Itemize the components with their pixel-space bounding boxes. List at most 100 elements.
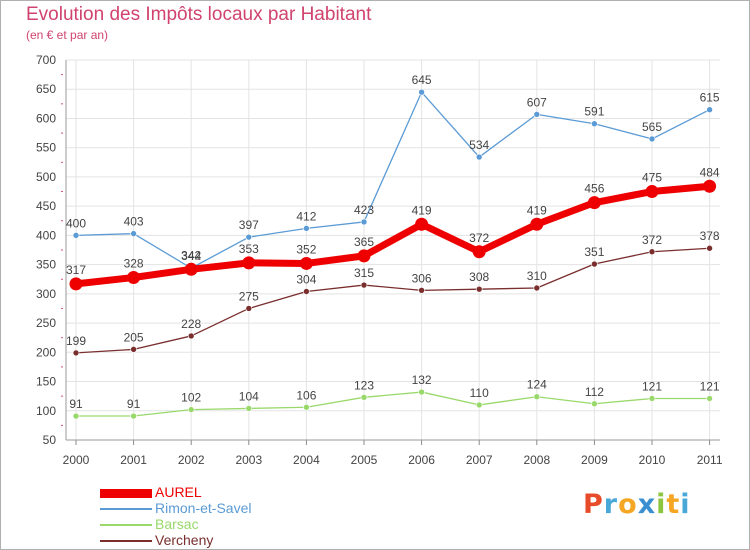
data-point-aurel <box>127 270 141 284</box>
logo-letter: r <box>603 489 619 520</box>
data-label-aurel: 328 <box>124 256 144 270</box>
data-label-vercheny: 275 <box>239 289 259 303</box>
grid-lines <box>66 59 720 441</box>
y-tick-label: 350 <box>36 258 56 272</box>
data-point-aurel <box>472 245 486 259</box>
x-tick-label: 2006 <box>408 453 435 467</box>
data-point-rimon-et-savel <box>475 153 483 161</box>
y-tick-label: 450 <box>36 199 56 213</box>
proxiti-logo: Proxiti <box>583 489 691 520</box>
data-point-vercheny <box>648 248 656 256</box>
x-tick-label: 2005 <box>351 453 378 467</box>
data-label-barsac: 112 <box>585 385 604 399</box>
data-label-aurel: 342 <box>181 248 201 262</box>
data-label-rimon-et-savel: 412 <box>296 209 316 223</box>
series-line-vercheny <box>75 247 710 354</box>
y-tick-label: 50 <box>43 433 57 447</box>
logo-letter: o <box>618 489 638 520</box>
data-point-vercheny <box>303 288 310 295</box>
x-tick-label: 2004 <box>293 453 320 467</box>
data-label-rimon-et-savel: 607 <box>527 95 547 109</box>
data-point-barsac <box>187 406 195 413</box>
data-point-aurel <box>415 217 429 231</box>
data-point-vercheny <box>245 305 253 312</box>
data-label-barsac: 123 <box>354 378 374 392</box>
data-point-rimon-et-savel <box>533 111 541 118</box>
data-point-aurel <box>645 185 659 199</box>
data-point-barsac <box>591 400 598 408</box>
data-point-rimon-et-savel <box>591 120 598 128</box>
series-line-aurel <box>75 182 710 288</box>
logo-letter: t <box>666 489 681 520</box>
data-point-barsac <box>533 393 541 401</box>
data-point-vercheny <box>418 287 425 294</box>
legend-label: Vercheny <box>155 532 214 548</box>
data-label-aurel: 484 <box>700 165 720 179</box>
logo-letter: P <box>583 489 604 520</box>
series-layer <box>69 88 717 420</box>
data-label-vercheny: 199 <box>66 334 86 348</box>
chart-subtitle: (en € et par an) <box>26 28 109 42</box>
data-label-rimon-et-savel: 397 <box>239 218 259 232</box>
data-label-barsac: 91 <box>127 397 141 411</box>
data-point-barsac <box>303 403 310 411</box>
data-label-barsac: 121 <box>642 379 662 393</box>
legend-swatch <box>100 524 152 526</box>
data-label-rimon-et-savel: 400 <box>66 216 86 230</box>
data-label-vercheny: 308 <box>469 270 489 284</box>
data-point-rimon-et-savel <box>418 88 425 96</box>
data-label-rimon-et-savel: 591 <box>584 105 604 119</box>
data-label-aurel: 353 <box>239 242 259 256</box>
data-labels-layer: 400 403 344 397 412 423 645 534 607 591 565 615 199 2… <box>66 73 720 411</box>
data-point-aurel <box>703 179 717 193</box>
axes: 50 100 150 200 250 300 350 400 450 500 550 600 650 70… <box>36 53 723 467</box>
data-point-barsac <box>245 405 253 412</box>
data-point-aurel <box>69 277 83 291</box>
data-point-vercheny <box>706 244 713 252</box>
y-tick-label: 500 <box>36 170 56 184</box>
data-point-aurel <box>530 217 544 231</box>
y-tick-label: 300 <box>36 287 56 301</box>
data-label-aurel: 419 <box>527 203 547 217</box>
data-label-aurel: 317 <box>66 263 86 277</box>
legend-label: Barsac <box>155 516 199 532</box>
data-point-vercheny <box>591 260 598 268</box>
data-point-vercheny <box>475 285 483 293</box>
data-label-barsac: 110 <box>470 386 489 400</box>
data-label-rimon-et-savel: 565 <box>642 120 662 134</box>
y-tick-label: 400 <box>36 228 56 242</box>
x-tick-label: 2003 <box>235 453 262 467</box>
data-label-rimon-et-savel: 403 <box>124 215 144 229</box>
data-point-rimon-et-savel <box>72 232 80 239</box>
data-point-barsac <box>475 401 483 409</box>
data-label-vercheny: 351 <box>584 245 604 259</box>
data-point-aurel <box>184 262 198 276</box>
data-label-aurel: 475 <box>642 171 662 185</box>
x-tick-label: 2010 <box>639 453 666 467</box>
data-point-rimon-et-savel <box>303 225 310 232</box>
data-point-barsac <box>418 388 425 396</box>
data-label-aurel: 365 <box>354 235 374 249</box>
data-point-vercheny <box>187 332 195 340</box>
x-tick-label: 2008 <box>523 453 550 467</box>
data-point-vercheny <box>533 284 541 292</box>
data-label-vercheny: 315 <box>354 266 374 280</box>
data-label-vercheny: 372 <box>642 233 662 247</box>
data-label-rimon-et-savel: 344 <box>181 249 201 263</box>
data-point-barsac <box>72 412 80 420</box>
chart-title: Evolution des Impôts locaux par Habitant <box>26 4 372 25</box>
x-tick-label: 2011 <box>697 453 723 467</box>
y-tick-label: 200 <box>36 345 56 359</box>
data-point-rimon-et-savel <box>648 135 656 143</box>
logo-letter: x <box>637 489 657 520</box>
logo-letter: i <box>656 489 667 520</box>
y-tick-label: 250 <box>36 316 56 330</box>
data-label-vercheny: 306 <box>412 271 432 285</box>
data-label-aurel: 456 <box>584 182 604 196</box>
legend-swatch <box>100 508 152 510</box>
data-point-aurel <box>299 256 313 270</box>
data-point-barsac <box>706 395 713 402</box>
legend-swatch <box>100 488 152 498</box>
data-label-vercheny: 378 <box>700 229 720 243</box>
